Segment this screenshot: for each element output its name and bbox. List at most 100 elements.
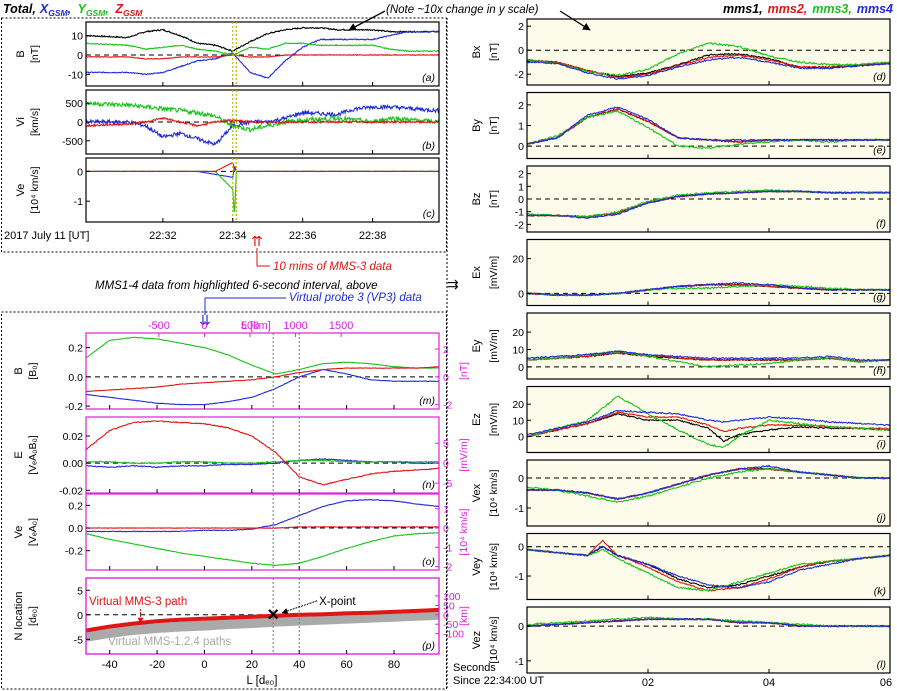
- panel-lines: [86, 498, 439, 567]
- panel-lines: [527, 464, 890, 504]
- panel-frame: [526, 532, 891, 601]
- y-tick-label: 2: [518, 169, 524, 181]
- y-tick-label: 0: [77, 50, 83, 62]
- mms-data-label: MMS1-4 data from highlighted 6-second in…: [95, 280, 378, 292]
- vp3-label: Virtual probe 3 (VP3) data: [289, 292, 422, 304]
- legend-item: X: [39, 2, 49, 16]
- y-tick-label: -500: [62, 136, 83, 148]
- y-tick-label: -100: [443, 629, 464, 641]
- top-x-tick-label: 500: [241, 320, 259, 332]
- series-line-mms4: [527, 106, 890, 145]
- y-tick-label: -2: [515, 219, 524, 231]
- y-tick-label: -0.2: [65, 401, 83, 413]
- series-line-mms3: [527, 109, 890, 150]
- legend-item: Y: [78, 2, 88, 16]
- y-axis-label: B: [15, 50, 27, 57]
- panel-lines: [527, 539, 890, 592]
- panel-bg: [527, 313, 890, 379]
- y-tick-label: 10: [512, 344, 524, 356]
- y-axis-label: Ve: [15, 184, 27, 197]
- note-arrow-left: [348, 10, 386, 31]
- series-line-ygsm: [86, 100, 439, 133]
- series-line-mms4: [527, 190, 890, 220]
- series-line-zgsm: [86, 420, 439, 486]
- x-tick-label: 22:34: [219, 230, 247, 242]
- y-tick-label: -5: [74, 634, 83, 646]
- y-tick-label: 0: [518, 473, 524, 485]
- y-tick-label: 0: [518, 194, 524, 206]
- top-x-tick-label: 1000: [283, 320, 307, 332]
- panel-lines: [86, 162, 439, 212]
- panel-bg: [527, 386, 890, 453]
- panel-lines: [86, 336, 439, 406]
- panel-lines: [527, 281, 890, 297]
- y-tick-label: -5: [443, 478, 452, 490]
- panel-lines: [527, 616, 890, 628]
- y-tick-label: 1: [518, 121, 524, 133]
- y-axis-unit: [10⁴ km/s]: [488, 616, 500, 663]
- panel-tag: (e): [873, 145, 886, 157]
- series-line-mms2: [527, 411, 890, 437]
- bottom-left-frame: [1, 311, 447, 690]
- panel-lines: [527, 350, 890, 368]
- y-tick-label: 0: [518, 288, 524, 300]
- x-tick-label: -40: [102, 659, 118, 671]
- panel-frame: [526, 385, 891, 454]
- y-tick-label: 20: [512, 327, 524, 339]
- panel-lines: [86, 612, 439, 642]
- panel-frame: [526, 312, 891, 380]
- series-line-mms1: [527, 413, 890, 443]
- panel-frame: [85, 157, 440, 223]
- panel-frame: [85, 21, 440, 87]
- series-line-zgsm: [86, 162, 439, 173]
- series-line-total: [86, 26, 439, 53]
- y-axis-unit: [nT]: [29, 45, 41, 63]
- panel-tag: (i): [877, 439, 886, 451]
- panel-tag: (o): [422, 556, 435, 568]
- legend-item: mms4: [857, 2, 893, 16]
- y-tick-label: 0: [77, 610, 83, 622]
- x-tick-label: 04: [763, 677, 775, 689]
- top-x-tick-label: 1500: [329, 320, 353, 332]
- series-line-ygsm: [86, 531, 439, 567]
- y-axis-label: N location: [13, 592, 25, 641]
- panel-bg: [86, 494, 439, 570]
- top-axis-label: L [km]: [241, 320, 271, 332]
- panel-frame: [85, 332, 440, 410]
- legend-sep: ,: [104, 2, 108, 16]
- series-line-ygsm: [86, 42, 439, 56]
- legend-item: mms2,: [768, 2, 808, 16]
- top-x-tick-label: -500: [148, 320, 170, 332]
- y-tick-label: 1: [443, 504, 449, 516]
- x-tick-label: 22:36: [289, 230, 317, 242]
- panel-tag: (p): [422, 640, 435, 652]
- y-axis-label: Ve: [13, 526, 25, 539]
- xpoint-label: X-point: [319, 596, 356, 608]
- y-axis-unit: [km/s]: [29, 108, 41, 136]
- series-line-mms4: [527, 464, 890, 500]
- y-axis-label: Ez: [471, 413, 483, 426]
- legend-item: mms3,: [812, 2, 852, 16]
- series-line-xgsm: [86, 498, 439, 533]
- y-axis-label: Vez: [471, 631, 483, 649]
- panel-lines: [527, 42, 890, 81]
- panel-bg: [527, 533, 890, 600]
- legend-subscript: GSM: [86, 8, 106, 18]
- series-line-mms4: [527, 56, 890, 81]
- y-axis-label: Vi: [15, 117, 27, 127]
- y-tick-label: -2: [443, 562, 452, 574]
- ten-mins-label: 10 mins of MMS-3 data: [273, 261, 392, 273]
- y-tick-label: 0.0: [68, 523, 83, 535]
- series-line-ygsm: [86, 459, 439, 465]
- panel-frame: [526, 606, 891, 674]
- y-tick-label: 2: [518, 21, 524, 33]
- panel-frame: [85, 577, 440, 655]
- y-tick-label: -2: [443, 400, 452, 412]
- x-tick-label: -20: [149, 659, 165, 671]
- panel-tag: (d): [873, 71, 886, 83]
- panel-bg: [86, 158, 439, 222]
- y-tick-label: 5: [443, 438, 449, 450]
- y-axis-label: By: [471, 119, 483, 132]
- series-line-mms4: [527, 545, 890, 589]
